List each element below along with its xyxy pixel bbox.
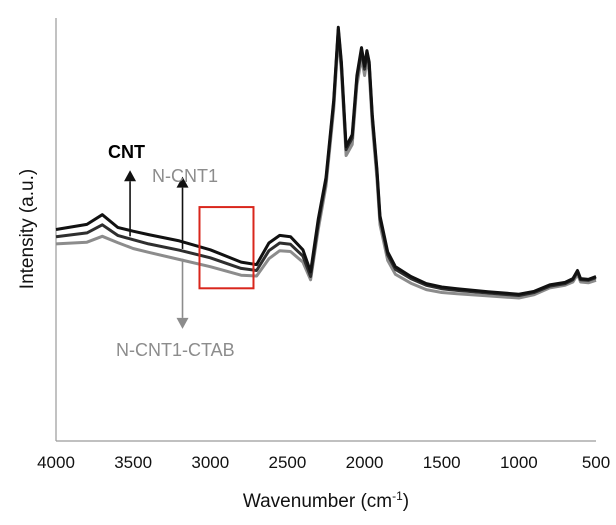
highlight-box xyxy=(198,206,255,290)
x-tick-label-500: 500 xyxy=(582,453,610,472)
x-tick-label-3000: 3000 xyxy=(191,453,229,472)
label-cnt: CNT xyxy=(108,142,145,162)
series-line-cnt xyxy=(55,25,597,296)
x-tick-labels: 4000 3500 3000 2500 2000 1500 1000 500 xyxy=(37,453,610,472)
x-axis-title-sup: -1 xyxy=(392,489,403,503)
spectra-series xyxy=(55,25,597,300)
arrow-head-0 xyxy=(124,170,137,182)
x-tick-label-3500: 3500 xyxy=(114,453,152,472)
x-tick-label-1000: 1000 xyxy=(500,453,538,472)
x-tick-label-2500: 2500 xyxy=(269,453,307,472)
x-tick-label-1500: 1500 xyxy=(423,453,461,472)
label-n-cnt1: N-CNT1 xyxy=(152,166,218,186)
arrow-head-1 xyxy=(176,176,189,188)
x-axis-title-end: ) xyxy=(403,491,409,512)
label-n-cnt1-ctab: N-CNT1-CTAB xyxy=(116,340,235,360)
y-axis-title: Intensity (a.u.) xyxy=(17,169,38,289)
x-axis-title: Wavenumber (cm-1) xyxy=(243,489,409,512)
x-axis-title-main: Wavenumber (cm xyxy=(243,491,392,512)
x-tick-label-4000: 4000 xyxy=(37,453,75,472)
arrow-head-2 xyxy=(176,317,189,329)
annotation-arrows xyxy=(124,170,189,329)
plot-frame xyxy=(55,18,596,442)
x-tick-label-2000: 2000 xyxy=(346,453,384,472)
